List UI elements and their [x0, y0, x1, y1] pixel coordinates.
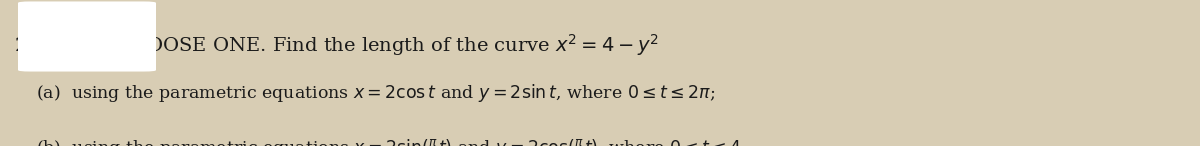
FancyBboxPatch shape: [18, 1, 156, 72]
Text: (a)  using the parametric equations $x = 2\cos t$ and $y = 2\sin t$, where $0 \l: (a) using the parametric equations $x = …: [14, 82, 715, 104]
Text: 2.       ) CHOOSE ONE. Find the length of the curve $x^2 = 4 - y^2$: 2. ) CHOOSE ONE. Find the length of the …: [14, 32, 660, 58]
Text: (b)  using the parametric equations $x = 2\sin(\frac{\pi}{2}t)$ and $y = 2\cos(\: (b) using the parametric equations $x = …: [14, 137, 746, 146]
